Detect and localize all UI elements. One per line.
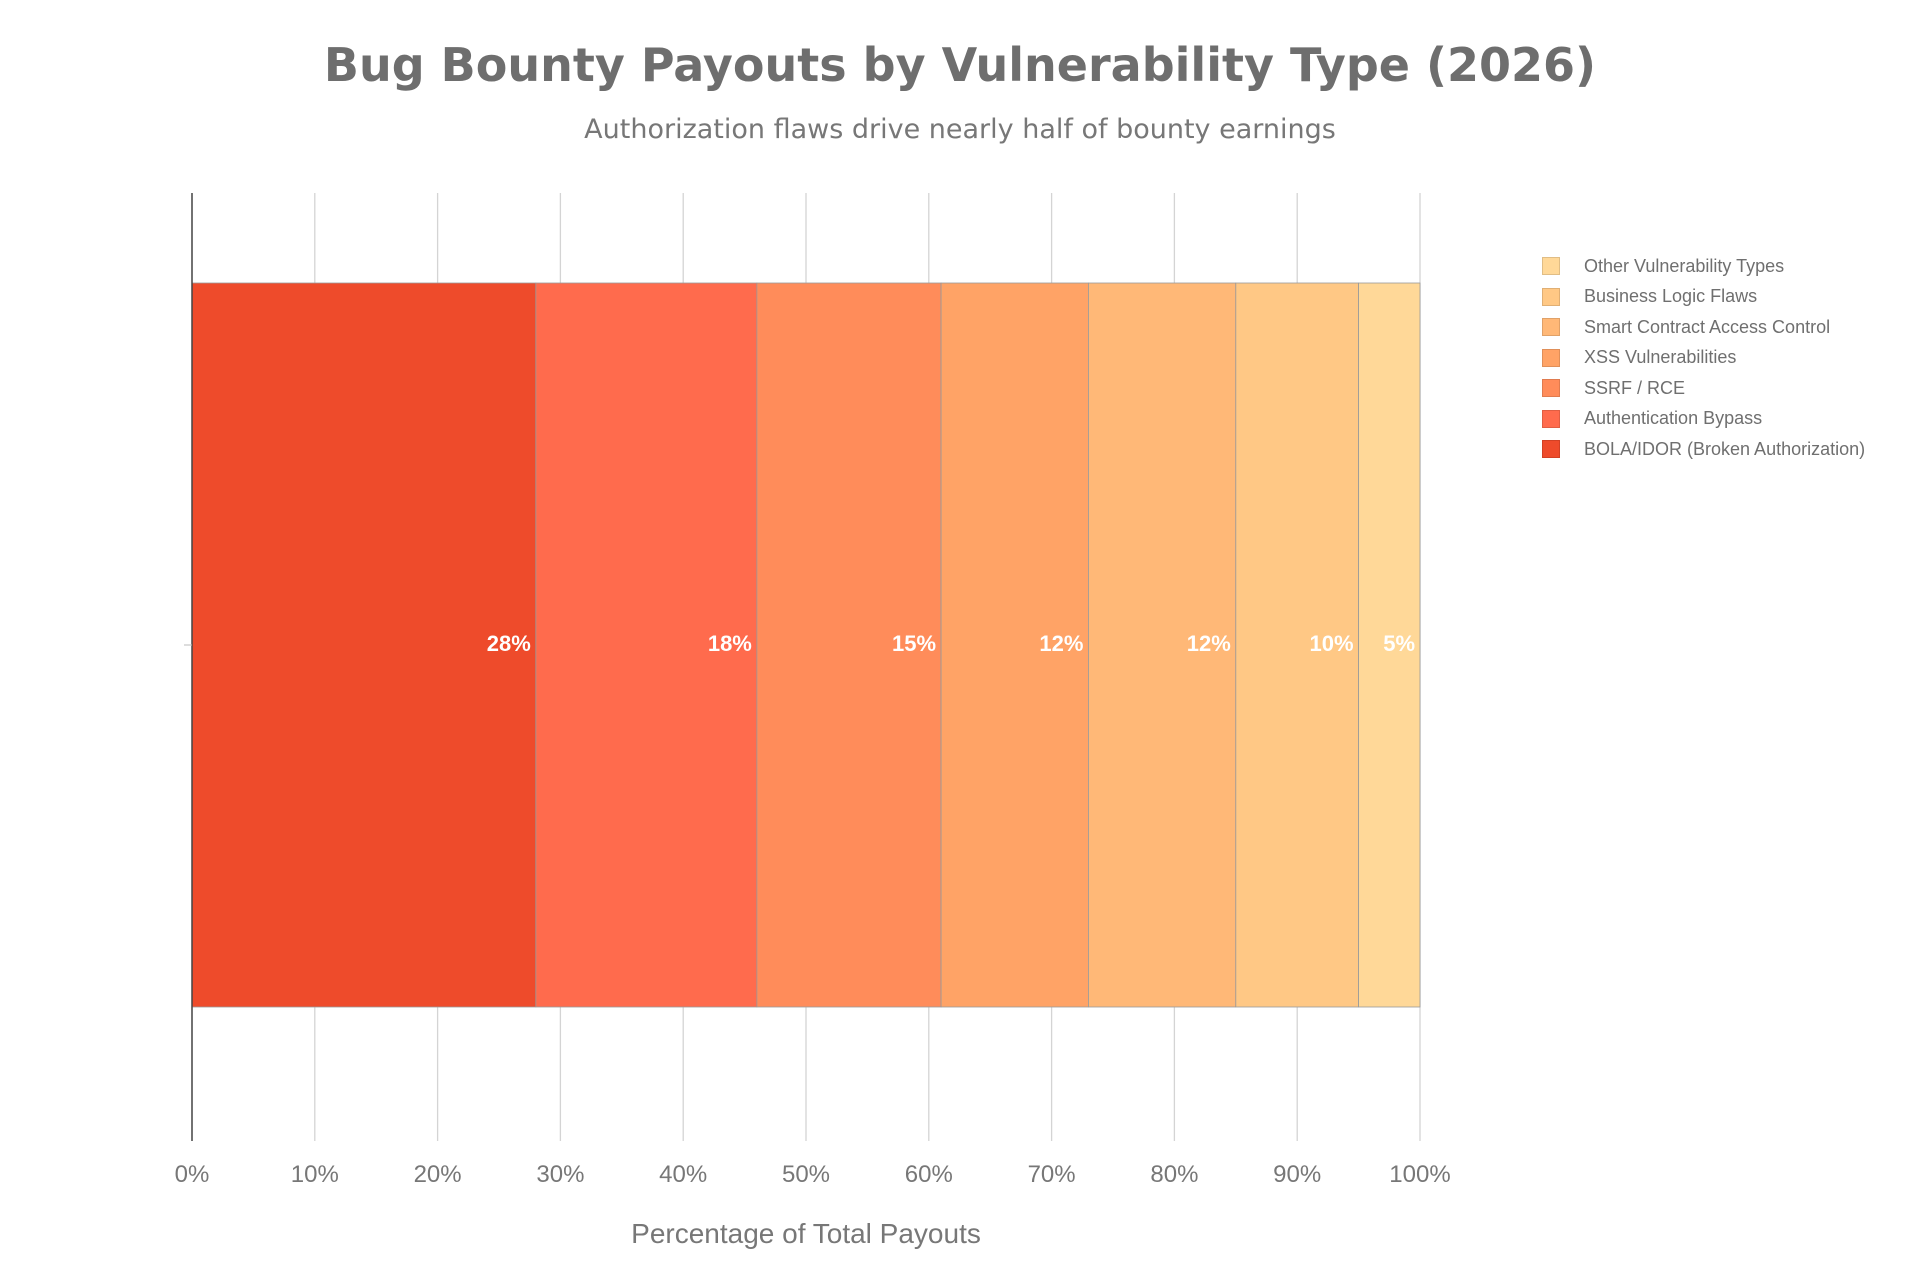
data-label: 12%	[1039, 631, 1083, 656]
legend-label: Business Logic Flaws	[1584, 286, 1758, 307]
data-label: 15%	[892, 631, 936, 656]
x-tick-label: 0%	[175, 1161, 210, 1188]
legend-label: XSS Vulnerabilities	[1584, 347, 1737, 368]
bar-segment	[940, 282, 1089, 1008]
legend-label: BOLA/IDOR (Broken Authorization)	[1584, 438, 1866, 459]
x-tick-label: 20%	[414, 1161, 462, 1188]
legend-item[interactable]: XSS Vulnerabilities	[1542, 343, 1865, 374]
bar-segment	[1358, 282, 1421, 1008]
legend-label: Other Vulnerability Types	[1584, 255, 1785, 276]
legend-swatch	[1542, 440, 1560, 459]
data-label: 5%	[1383, 631, 1415, 656]
x-tick-label: 30%	[536, 1161, 584, 1188]
bar-segment	[1088, 282, 1237, 1008]
legend-swatch	[1542, 287, 1560, 306]
x-tick-label: 10%	[291, 1161, 339, 1188]
legend-swatch	[1542, 379, 1560, 398]
x-tick-label: 60%	[905, 1161, 953, 1188]
chart-title: Bug Bounty Payouts by Vulnerability Type…	[323, 38, 1597, 92]
x-tick-label: 100%	[1389, 1161, 1450, 1188]
chart-subtitle: Authorization flaws drive nearly half of…	[584, 114, 1336, 145]
legend: Other Vulnerability Types Business Logic …	[1542, 251, 1865, 465]
bar-segment	[535, 282, 758, 1008]
legend-item[interactable]: Business Logic Flaws	[1542, 282, 1865, 313]
data-label: 12%	[1187, 631, 1231, 656]
legend-swatch	[1542, 409, 1560, 428]
bar-segment	[191, 282, 537, 1008]
legend-swatch	[1542, 257, 1560, 276]
legend-item[interactable]: Smart Contract Access Control	[1542, 312, 1865, 343]
data-label: 10%	[1310, 631, 1354, 656]
legend-label: Smart Contract Access Control	[1584, 316, 1831, 337]
legend-swatch	[1542, 318, 1560, 337]
bar-segment	[756, 282, 942, 1008]
legend-item[interactable]: SSRF / RCE	[1542, 373, 1865, 404]
data-label: 18%	[708, 631, 752, 656]
bar-segment	[1235, 282, 1360, 1008]
legend-label: SSRF / RCE	[1584, 377, 1686, 398]
x-tick-label: 80%	[1150, 1161, 1198, 1188]
x-tick-label: 40%	[659, 1161, 707, 1188]
legend-swatch	[1542, 348, 1560, 367]
data-label: 28%	[487, 631, 531, 656]
legend-item[interactable]: Authentication Bypass	[1542, 404, 1865, 435]
x-tick-label: 70%	[1028, 1161, 1076, 1188]
legend-label: Authentication Bypass	[1584, 408, 1763, 429]
x-axis-title: Percentage of Total Payouts	[631, 1218, 981, 1249]
legend-item[interactable]: BOLA/IDOR (Broken Authorization)	[1542, 434, 1865, 465]
x-tick-label: 50%	[782, 1161, 830, 1188]
x-tick-label: 90%	[1273, 1161, 1321, 1188]
legend-item[interactable]: Other Vulnerability Types	[1542, 251, 1865, 282]
